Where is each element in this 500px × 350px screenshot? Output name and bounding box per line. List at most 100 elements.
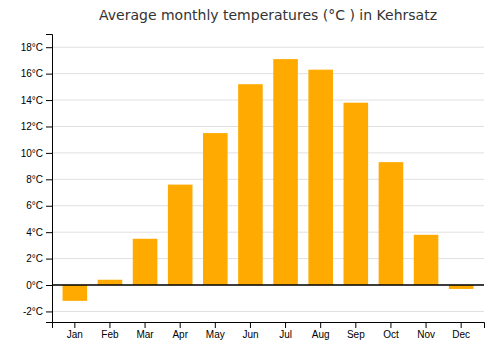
y-tick-label: 8°C: [26, 174, 43, 185]
plot: -2°C 0°C 2°C 4°C 6°C 8°C 10°C 12°C 14°C 16°C 18°C J…: [21, 35, 485, 341]
y-tick-mark: [46, 153, 52, 154]
grid-line: [52, 311, 484, 312]
x-tick: Nov: [417, 322, 435, 340]
grid-line: [52, 152, 484, 153]
y-tick-label: 16°C: [21, 68, 43, 79]
x-tick-mark: [320, 322, 321, 328]
bar: [379, 162, 404, 285]
x-tick-mark: [250, 322, 251, 328]
bar: [344, 103, 369, 285]
grid-line: [52, 179, 484, 180]
y-tick: 12°C: [21, 121, 52, 132]
x-tick-mark: [145, 322, 146, 328]
y-tick: 2°C: [26, 253, 52, 264]
x-tick-mark: [461, 322, 462, 328]
x-tick: Sep: [347, 322, 365, 340]
x-tick-mark: [180, 322, 181, 328]
bar: [414, 235, 439, 285]
grid-line: [52, 100, 484, 101]
x-tick: Mar: [136, 322, 154, 340]
chart: -2°C 0°C 2°C 4°C 6°C 8°C 10°C 12°C 14°C 16°C 18°C J…: [0, 0, 500, 350]
x-tick-mark: [355, 322, 356, 328]
y-tick-label: 10°C: [21, 148, 43, 159]
x-tick: Apr: [172, 322, 188, 340]
bar: [203, 133, 228, 285]
x-tick-mark: [390, 322, 391, 328]
y-axis-line: [46, 35, 53, 323]
x-tick-label: Jul: [279, 329, 292, 340]
y-tick-mark: [46, 285, 52, 286]
y-tick-mark: [46, 311, 52, 312]
x-tick: Feb: [101, 322, 119, 340]
y-tick-label: -2°C: [23, 306, 43, 317]
y-tick-mark: [46, 206, 52, 207]
x-tick-label: Feb: [101, 329, 119, 340]
bar: [168, 185, 193, 285]
y-tick-label: 18°C: [21, 42, 43, 53]
y-tick-mark: [46, 232, 52, 233]
x-tick-mark: [74, 322, 75, 328]
bar: [308, 70, 333, 285]
y-tick: 0°C: [26, 280, 52, 291]
x-tick-label: May: [206, 329, 225, 340]
y-tick-mark: [46, 47, 52, 48]
x-tick-label: Jun: [242, 329, 258, 340]
y-tick: 16°C: [21, 68, 52, 79]
bar: [273, 59, 298, 285]
grid-line: [52, 232, 484, 233]
bar: [63, 285, 88, 301]
x-tick-mark: [285, 322, 286, 328]
title: Average monthly temperatures (°C ) in Ke…: [99, 7, 437, 23]
x-axis-line: [53, 323, 485, 329]
x-axis: Jan Feb Mar Apr May Jun Jul Aug Sep Oct Nov Dec: [53, 322, 485, 340]
y-axis: -2°C 0°C 2°C 4°C 6°C 8°C 10°C 12°C 14°C 16°C 18°C: [21, 35, 53, 323]
bars: [63, 59, 474, 301]
x-tick-label: Jan: [67, 329, 83, 340]
x-tick-mark: [109, 322, 110, 328]
x-tick-label: Nov: [417, 329, 435, 340]
y-tick-label: 14°C: [21, 95, 43, 106]
y-tick-label: 2°C: [26, 253, 43, 264]
y-tick-label: 4°C: [26, 227, 43, 238]
y-tick-mark: [46, 74, 52, 75]
x-tick-mark: [426, 322, 427, 328]
y-tick-mark: [46, 259, 52, 260]
y-tick: 4°C: [26, 227, 52, 238]
y-tick-label: 0°C: [26, 280, 43, 291]
x-tick-mark: [215, 322, 216, 328]
bar: [98, 280, 123, 285]
y-tick-mark: [46, 126, 52, 127]
grid-line: [52, 47, 484, 48]
grid-line: [52, 126, 484, 127]
y-tick: 10°C: [21, 148, 52, 159]
x-tick: Dec: [452, 322, 470, 340]
y-tick: 6°C: [26, 200, 52, 211]
x-tick: Oct: [383, 322, 399, 340]
x-tick: Aug: [312, 322, 330, 340]
bar: [238, 84, 263, 285]
x-tick: Jun: [242, 322, 258, 340]
grid-line: [52, 205, 484, 206]
zero-line: [52, 284, 484, 286]
y-tick-mark: [46, 179, 52, 180]
x-tick-label: Oct: [383, 329, 399, 340]
x-tick: Jan: [67, 322, 83, 340]
y-tick: 8°C: [26, 174, 52, 185]
y-tick: 14°C: [21, 95, 52, 106]
x-tick-label: Mar: [136, 329, 154, 340]
y-tick-label: 12°C: [21, 121, 43, 132]
y-tick-mark: [46, 100, 52, 101]
x-tick-label: Dec: [452, 329, 470, 340]
x-tick: Jul: [279, 322, 292, 340]
grid: [52, 47, 484, 311]
bar: [133, 239, 158, 285]
x-tick-label: Aug: [312, 329, 330, 340]
y-tick: -2°C: [23, 306, 52, 317]
grid-line: [52, 73, 484, 74]
y-tick-label: 6°C: [26, 200, 43, 211]
grid-line: [52, 285, 484, 286]
x-tick-label: Sep: [347, 329, 365, 340]
y-tick: 18°C: [21, 42, 52, 53]
x-tick-label: Apr: [172, 329, 188, 340]
x-tick: May: [206, 322, 225, 340]
